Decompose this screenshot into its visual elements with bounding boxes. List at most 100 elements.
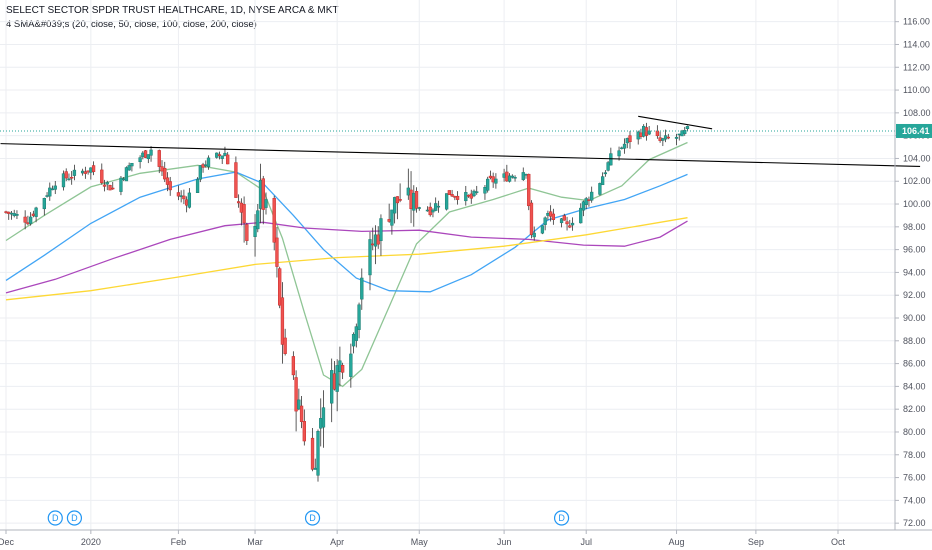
dividend-marker-circle[interactable] xyxy=(553,510,570,526)
candle-body xyxy=(639,132,643,137)
candle-body xyxy=(521,172,525,180)
candle-body xyxy=(466,195,471,197)
candle xyxy=(239,198,244,226)
candle-body xyxy=(587,199,591,201)
candle-body xyxy=(434,203,438,211)
candle xyxy=(644,122,649,141)
candle xyxy=(609,147,613,166)
trendline-2[interactable] xyxy=(638,115,713,130)
time-axis[interactable]: Dec 2020 Feb Mar Apr May Jun Jul Aug Sep Oct xyxy=(0,529,932,547)
dividend-marker[interactable]: D xyxy=(66,510,83,526)
candle xyxy=(436,200,441,213)
candle xyxy=(486,176,490,193)
candle xyxy=(417,206,421,211)
candle xyxy=(195,177,200,193)
candle-body xyxy=(198,165,202,180)
last-price-label: 106.41 xyxy=(902,126,930,136)
dividend-marker[interactable]: D xyxy=(553,510,570,526)
candle-body xyxy=(529,202,534,235)
candle xyxy=(568,219,572,229)
candle-body xyxy=(409,189,413,210)
candle xyxy=(507,173,512,183)
candle-body xyxy=(23,216,27,223)
candle xyxy=(187,188,192,209)
dividend-marker[interactable]: D xyxy=(47,510,63,526)
candle xyxy=(395,196,400,220)
candle xyxy=(483,185,487,200)
candle-body xyxy=(510,175,514,178)
candle-body xyxy=(524,173,528,176)
candle-body xyxy=(299,405,304,422)
candle xyxy=(357,302,361,339)
candle xyxy=(529,200,534,239)
x-tick-label: Aug xyxy=(669,537,685,547)
candle xyxy=(275,226,279,278)
candle xyxy=(157,149,161,174)
candle-body xyxy=(663,135,668,140)
candle xyxy=(242,196,246,243)
candle xyxy=(354,323,358,348)
dividend-marker-circle[interactable] xyxy=(66,510,83,526)
y-tick-label: 74.00 xyxy=(903,495,926,505)
trendline-1[interactable] xyxy=(0,143,921,167)
sma-line-1 xyxy=(5,141,688,388)
candle-body xyxy=(119,177,123,192)
candle-body xyxy=(428,206,432,216)
candle-body xyxy=(368,239,372,276)
candle xyxy=(335,359,339,412)
candle-body xyxy=(163,167,167,180)
candle xyxy=(579,203,583,224)
candle-body xyxy=(486,178,490,191)
candle-body xyxy=(655,130,660,137)
candle xyxy=(464,185,468,206)
candle-body xyxy=(532,232,536,238)
candle-body xyxy=(644,127,649,136)
horizontal-gridlines xyxy=(0,21,895,524)
candle-body xyxy=(45,195,49,197)
candle xyxy=(414,187,419,213)
candle xyxy=(587,196,591,207)
dividend-marker-circle[interactable] xyxy=(304,510,321,526)
candle xyxy=(488,170,493,180)
candle xyxy=(472,189,476,198)
y-tick-label: 90.00 xyxy=(903,313,926,323)
x-tick-label: Sep xyxy=(748,537,764,547)
candle-body xyxy=(168,181,172,191)
x-tick-label: Jun xyxy=(497,537,512,547)
candle-body xyxy=(513,176,517,179)
candle-body xyxy=(122,178,126,180)
candle-body xyxy=(425,209,430,212)
candle xyxy=(258,163,263,224)
candle xyxy=(23,210,27,230)
candle xyxy=(220,155,224,164)
candle-body xyxy=(245,224,249,241)
candle-body xyxy=(598,183,602,195)
candle xyxy=(291,351,296,380)
candle-body xyxy=(61,173,66,188)
candle xyxy=(48,182,52,201)
candle xyxy=(376,226,380,249)
candle-body xyxy=(469,193,473,199)
candle xyxy=(521,167,525,181)
candle-body xyxy=(590,191,594,201)
candle xyxy=(674,133,679,146)
candle xyxy=(685,125,690,132)
dividend-marker-label: D xyxy=(52,513,59,523)
candle xyxy=(392,196,397,224)
dividend-marker-circle[interactable] xyxy=(47,510,63,526)
candle-body xyxy=(89,167,93,173)
candle-body xyxy=(455,195,460,200)
candle xyxy=(278,266,282,309)
price-axis[interactable]: 116.00114.00112.00110.00108.00106.00104.… xyxy=(894,0,932,530)
indicator-legend[interactable]: 4 SMA&#039;s (20, close, 50, close, 100,… xyxy=(6,19,257,30)
y-tick-label: 92.00 xyxy=(903,290,926,300)
trendlines[interactable] xyxy=(0,115,921,167)
candle xyxy=(455,191,460,205)
candle xyxy=(130,162,134,172)
candle-body xyxy=(313,467,317,470)
candle xyxy=(390,209,394,235)
candle-body xyxy=(12,213,16,216)
dividend-marker[interactable]: D xyxy=(304,510,321,526)
